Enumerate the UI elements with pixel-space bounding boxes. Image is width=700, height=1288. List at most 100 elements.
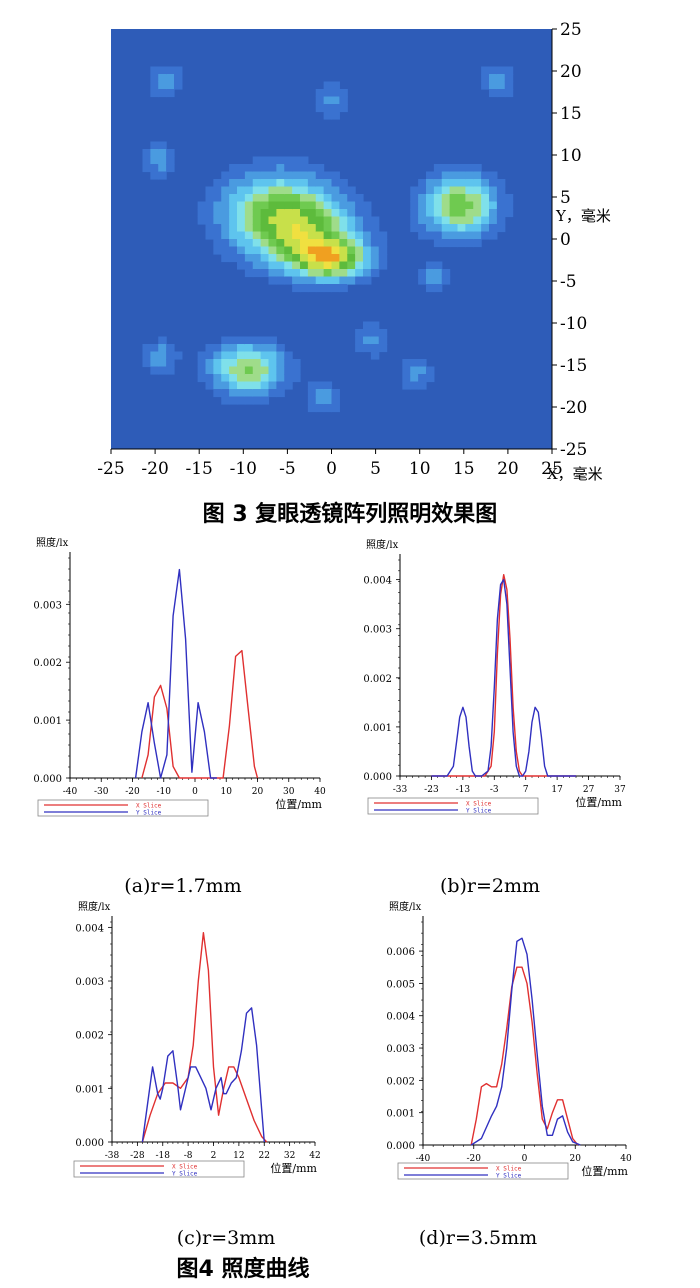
- heatmap-cell: [276, 254, 285, 263]
- heatmap-cell: [426, 224, 435, 233]
- heatmap-cell: [229, 209, 238, 218]
- heatmap-cell: [449, 171, 459, 180]
- heatmap-cell: [205, 344, 214, 353]
- heatmap-cell: [268, 164, 277, 173]
- heatmap-cell: [441, 186, 451, 195]
- heatmap-cell: [268, 374, 277, 383]
- heatmap-cell: [252, 239, 262, 248]
- heatmap-y-tick-label: 25: [560, 20, 582, 40]
- heatmap-cell: [418, 366, 427, 375]
- heatmap-cell: [426, 276, 435, 285]
- heatmap-cell: [481, 224, 490, 233]
- heatmap-cell: [237, 389, 246, 398]
- heatmap-cell: [292, 359, 301, 368]
- heatmap-cell: [315, 246, 325, 255]
- heatmap-cell: [465, 239, 474, 248]
- heatmap-cell: [323, 381, 333, 390]
- heatmap-cell: [260, 231, 270, 240]
- x-tick-label: -40: [63, 787, 78, 797]
- heatmap-cell: [244, 194, 254, 203]
- heatmap-cell: [260, 359, 270, 368]
- y-tick-label: 0.001: [33, 716, 62, 727]
- heatmap-cell: [465, 201, 474, 210]
- heatmap-cell: [355, 254, 364, 263]
- heatmap-cell: [347, 209, 356, 218]
- heatmap-cell: [441, 179, 451, 188]
- heatmap-cell: [473, 194, 482, 203]
- heatmap-cell: [142, 351, 151, 360]
- heatmap-cell: [339, 224, 348, 233]
- heatmap-cell: [268, 366, 277, 375]
- x-tick-label: 40: [620, 1154, 632, 1164]
- heatmap-cell: [252, 351, 262, 360]
- heatmap-cell: [339, 89, 348, 98]
- heatmap-cell: [489, 231, 498, 240]
- heatmap-cell: [229, 171, 238, 180]
- heatmap-cell: [268, 231, 277, 240]
- heatmap-cell: [323, 239, 333, 248]
- heatmap-cell: [315, 201, 325, 210]
- heatmap-cell: [363, 246, 372, 255]
- heatmap-cell: [315, 224, 325, 233]
- heatmap-cell: [221, 396, 230, 405]
- heatmap-cell: [229, 194, 238, 203]
- heatmap-cell: [504, 89, 514, 98]
- heatmap-cell: [205, 381, 214, 390]
- heatmap-cell: [300, 186, 309, 195]
- heatmap-cell: [339, 231, 348, 240]
- heatmap-cell: [355, 209, 364, 218]
- heatmap-cell: [300, 209, 309, 218]
- heatmap-cell: [363, 224, 372, 233]
- heatmap-cell: [213, 366, 222, 375]
- y-tick-label: 0.002: [33, 658, 62, 669]
- heatmap-cell: [331, 104, 340, 113]
- heatmap-cell: [174, 66, 183, 75]
- heatmap-cell: [268, 156, 277, 165]
- heatmap-cell: [489, 201, 498, 210]
- heatmap-cell: [331, 404, 340, 413]
- heatmap-cell: [323, 186, 333, 195]
- series-line-x-slice: [141, 932, 268, 1143]
- heatmap-cell: [331, 261, 340, 270]
- heatmap-cell: [205, 201, 214, 210]
- heatmap-cell: [315, 239, 325, 248]
- heatmap-cell: [174, 81, 183, 90]
- heatmap-cell: [481, 231, 490, 240]
- heatmap-cell: [292, 239, 301, 248]
- heatmap-cell: [363, 269, 372, 278]
- heatmap-cell: [370, 336, 380, 345]
- heatmap-cell: [252, 171, 262, 180]
- heatmap-cell: [426, 179, 435, 188]
- heatmap-cell: [292, 276, 301, 285]
- heatmap-cell: [457, 216, 466, 225]
- heatmap-cell: [433, 276, 443, 285]
- heatmap-cell: [307, 194, 317, 203]
- heatmap-cell: [260, 171, 270, 180]
- heatmap-cell: [150, 344, 159, 353]
- heatmap-cell: [284, 186, 293, 195]
- heatmap-cell: [473, 209, 482, 218]
- legend-label: X Slice: [496, 1166, 522, 1173]
- heatmap-cell: [433, 179, 443, 188]
- heatmap-cell: [363, 336, 372, 345]
- heatmap-cell: [205, 216, 214, 225]
- heatmap-cell: [237, 366, 246, 375]
- y-tick-label: 0.005: [386, 979, 415, 990]
- heatmap-cell: [378, 231, 388, 240]
- heatmap-cell: [213, 186, 222, 195]
- y-axis-label: 照度/lx: [78, 900, 111, 913]
- heatmap-cell: [166, 66, 175, 75]
- heatmap-cell: [244, 336, 254, 345]
- heatmap-cell: [276, 194, 285, 203]
- heatmap-cell: [370, 239, 380, 248]
- heatmap-y-tick-label: -5: [560, 272, 577, 292]
- heatmap-cell: [221, 231, 230, 240]
- heatmap-cell: [363, 276, 372, 285]
- heatmap-cell: [402, 359, 411, 368]
- heatmap-cell: [292, 269, 301, 278]
- heatmap-cell: [363, 254, 372, 263]
- heatmap-cell: [339, 239, 348, 248]
- heatmap-cell: [221, 336, 230, 345]
- heatmap-cell: [426, 201, 435, 210]
- heatmap-cell: [315, 216, 325, 225]
